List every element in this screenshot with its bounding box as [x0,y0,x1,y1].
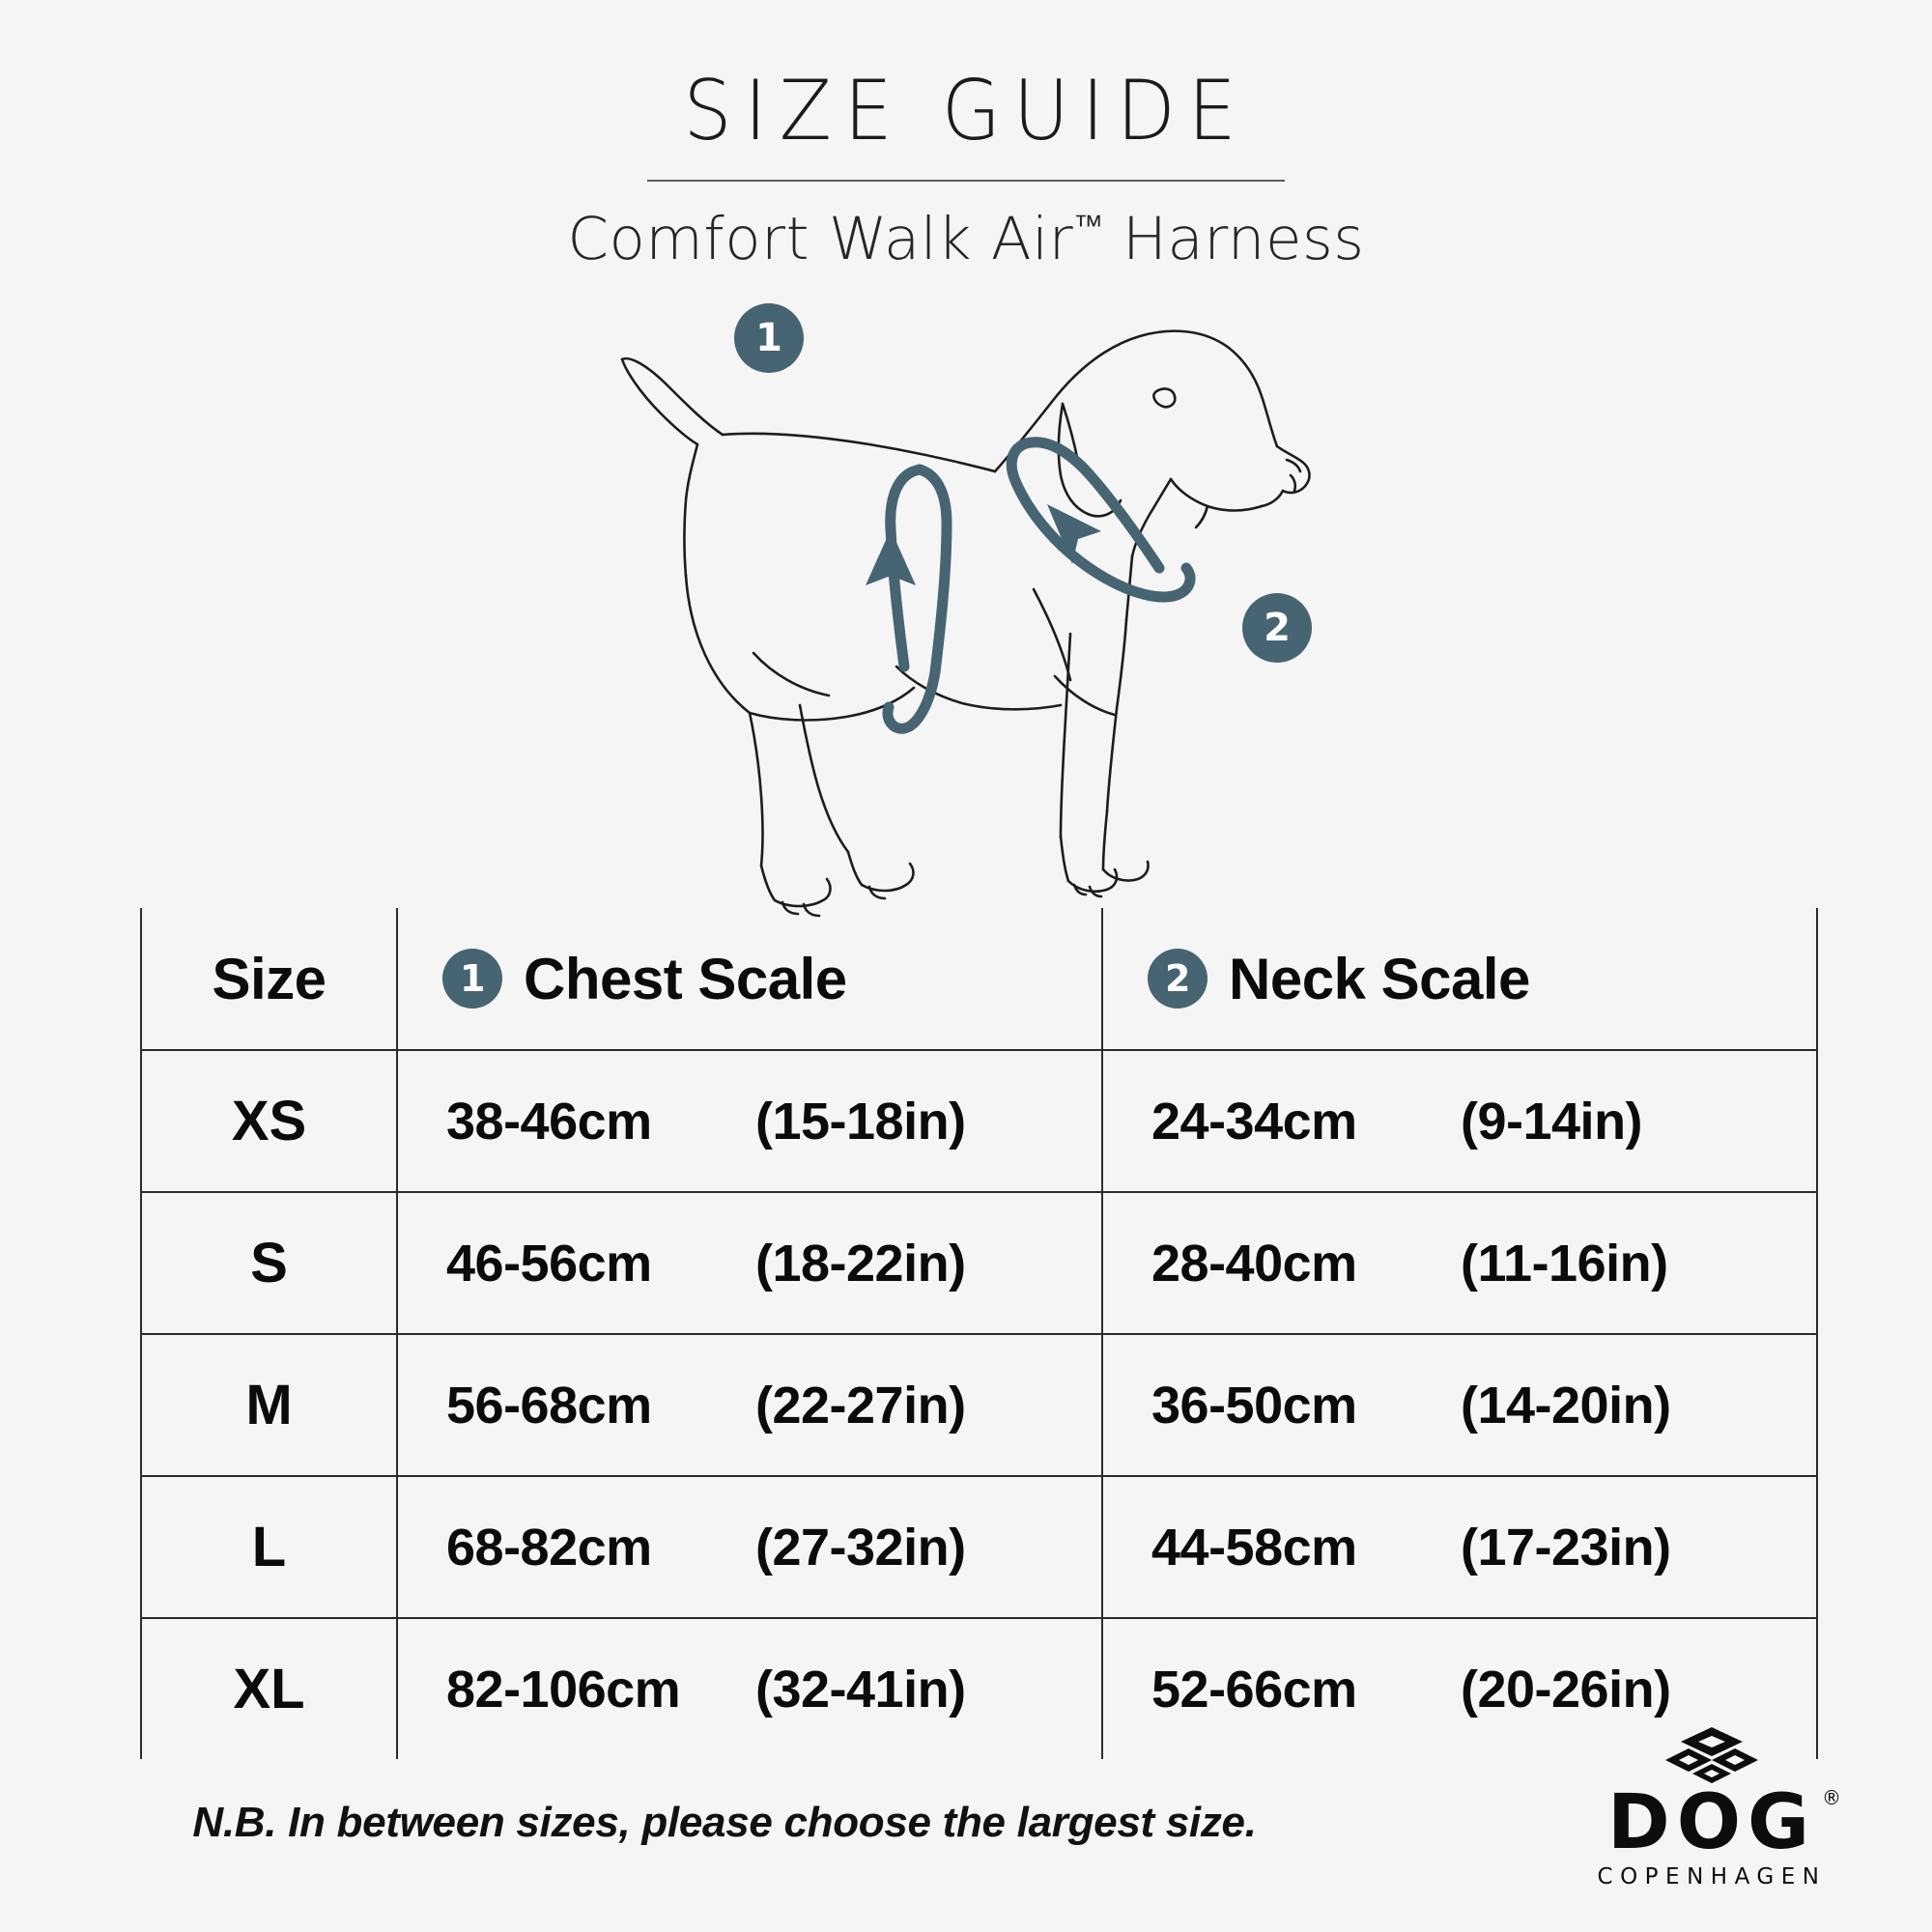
size-chart-body: XS 38-46cm (15-18in) 24-34cm (9-14in) S [140,1049,1818,1759]
column-header-size: Size [140,908,398,1050]
neck-metric-value: 44-58cm [1151,1518,1357,1577]
product-name: Comfort Walk Air [567,204,1074,273]
chest-measurement-loop [882,464,952,734]
neck-imperial-value: (20-26in) [1461,1660,1671,1719]
chest-imperial-value: (32-41in) [755,1660,966,1719]
chest-imperial-value: (22-27in) [755,1376,966,1435]
cell-size: L [140,1475,398,1618]
product-subtitle: Comfort Walk Air™ Harness [0,205,1932,273]
neck-measurement-arrowhead [1047,504,1101,564]
cell-chest: 56-68cm (22-27in) [396,1333,1103,1476]
cell-neck: 28-40cm (11-16in) [1101,1191,1818,1334]
cell-chest: 68-82cm (27-32in) [396,1475,1103,1618]
column-header-chest-label: Chest Scale [524,946,847,1011]
neck-metric-value: 28-40cm [1151,1234,1357,1293]
chest-scale-badge-icon: 1 [442,949,502,1009]
chest-metric-value: 38-46cm [446,1092,652,1151]
chest-metric-value: 46-56cm [446,1234,652,1293]
cell-size: XL [140,1617,398,1759]
cell-neck: 36-50cm (14-20in) [1101,1333,1818,1476]
page-header: SIZE GUIDE Comfort Walk Air™ Harness [0,63,1932,273]
cell-size: S [140,1191,398,1334]
size-chart-table: Size 1 Chest Scale 2 Neck Scale [140,908,1818,1759]
table-row: XS 38-46cm (15-18in) 24-34cm (9-14in) [140,1049,1818,1192]
brand-wordmark: DOG ® [1607,1785,1841,1861]
column-header-neck: 2 Neck Scale [1101,908,1818,1050]
chest-metric-value: 68-82cm [446,1518,652,1577]
neck-metric-value: 52-66cm [1151,1660,1357,1719]
neck-metric-value: 24-34cm [1151,1092,1357,1151]
page-title: SIZE GUIDE [683,63,1249,159]
neck-badge-number: 2 [1264,606,1291,650]
title-divider [647,179,1285,182]
dog-measurement-illustration: 1 2 [580,290,1352,927]
chest-imperial-value: (18-22in) [755,1234,966,1293]
chest-badge-number: 1 [755,316,782,360]
table-row: S 46-56cm (18-22in) 28-40cm (11-16in) [140,1191,1818,1334]
cell-chest: 46-56cm (18-22in) [396,1191,1103,1334]
cell-neck: 24-34cm (9-14in) [1101,1049,1818,1192]
neck-scale-badge-icon: 2 [1148,949,1208,1009]
cell-chest: 82-106cm (32-41in) [396,1617,1103,1759]
chest-imperial-value: (15-18in) [755,1092,966,1151]
cell-size: M [140,1333,398,1476]
neck-imperial-value: (9-14in) [1461,1092,1643,1151]
product-type: Harness [1103,204,1365,273]
neck-badge-marker: 2 [1242,593,1312,663]
dog-copenhagen-diamond-icon [1665,1726,1758,1783]
chest-measurement-arrowhead [866,529,916,585]
table-row: XL 82-106cm (32-41in) 52-66cm (20-26in) [140,1617,1818,1759]
chest-metric-value: 82-106cm [446,1660,681,1719]
cell-neck: 44-58cm (17-23in) [1101,1475,1818,1618]
sizing-note: N.B. In between sizes, please choose the… [192,1799,1257,1846]
neck-measurement-loop [1006,437,1196,603]
brand-wordmark-text: DOG [1606,1778,1817,1866]
neck-metric-value: 36-50cm [1151,1376,1357,1435]
dog-outline [620,329,1311,918]
cell-chest: 38-46cm (15-18in) [396,1049,1103,1192]
column-header-neck-label: Neck Scale [1229,946,1530,1011]
chest-badge-marker: 1 [734,303,804,373]
neck-imperial-value: (11-16in) [1461,1234,1668,1293]
cell-size: XS [140,1049,398,1192]
neck-imperial-value: (17-23in) [1461,1518,1671,1577]
column-header-size-label: Size [212,946,327,1011]
table-row: L 68-82cm (27-32in) 44-58cm (17-23in) [140,1475,1818,1618]
trademark-symbol: ™ [1073,208,1104,243]
registered-trademark-icon: ® [1822,1785,1842,1809]
table-row: M 56-68cm (22-27in) 36-50cm (14-20in) [140,1333,1818,1476]
size-chart-header: Size 1 Chest Scale 2 Neck Scale [140,908,1818,1050]
table-header-row: Size 1 Chest Scale 2 Neck Scale [140,908,1818,1050]
neck-imperial-value: (14-20in) [1461,1376,1671,1435]
column-header-chest: 1 Chest Scale [396,908,1103,1050]
chest-imperial-value: (27-32in) [755,1518,966,1577]
brand-location: COPENHAGEN [1597,1864,1827,1889]
chest-metric-value: 56-68cm [446,1376,652,1435]
brand-logo: DOG ® COPENHAGEN [1567,1725,1857,1889]
